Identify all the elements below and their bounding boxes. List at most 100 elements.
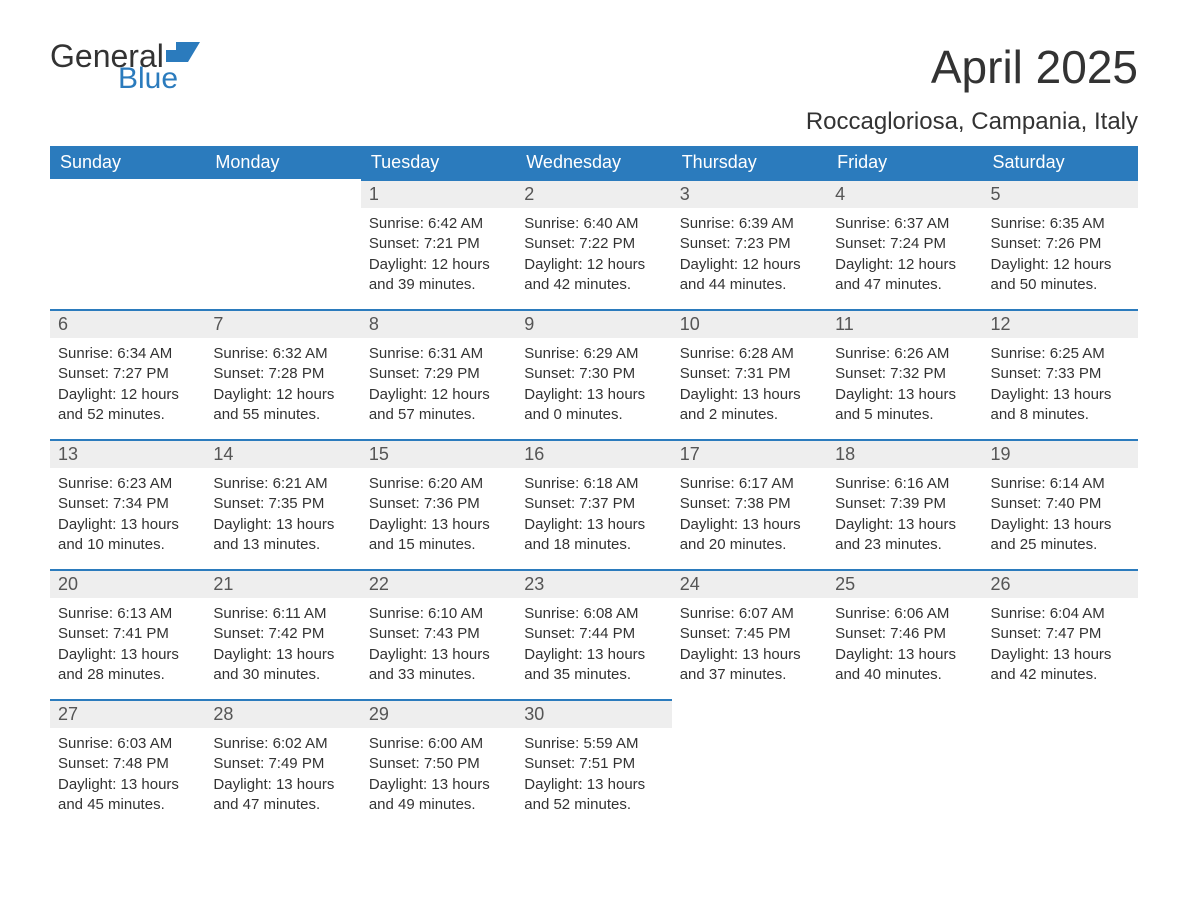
sunrise-text: Sunrise: 6:31 AM	[369, 344, 508, 364]
day-number: 12	[983, 311, 1138, 338]
daylight-text: Daylight: 13 hours and 30 minutes.	[213, 645, 352, 686]
day-number: 17	[672, 441, 827, 468]
day-cell: 17 Sunrise: 6:17 AMSunset: 7:38 PMDayligh…	[672, 439, 827, 569]
day-cell: 14Sunrise: 6:21 AMSunset: 7:35 PMDayligh…	[205, 439, 360, 569]
sunset-text: Sunset: 7:30 PM	[524, 364, 663, 384]
sunrise-text: Sunrise: 6:37 AM	[835, 214, 974, 234]
day-body: Sunrise: 6:08 AMSunset: 7:44 PMDaylight:…	[516, 598, 671, 685]
daylight-text: Daylight: 13 hours and 35 minutes.	[524, 645, 663, 686]
day-cell: 24Sunrise: 6:07 AMSunset: 7:45 PMDayligh…	[672, 569, 827, 699]
sunrise-text: Sunrise: 6:20 AM	[369, 474, 508, 494]
sunset-text: Sunset: 7:33 PM	[991, 364, 1130, 384]
day-number: 2	[516, 181, 671, 208]
day-body: Sunrise: 6:37 AMSunset: 7:24 PMDaylight:…	[827, 208, 982, 295]
day-cell: 22Sunrise: 6:10 AMSunset: 7:43 PMDayligh…	[361, 569, 516, 699]
daylight-text: Daylight: 13 hours and 47 minutes.	[213, 775, 352, 816]
daylight-text: Daylight: 13 hours and 18 minutes.	[524, 515, 663, 556]
day-body: Sunrise: 6:10 AMSunset: 7:43 PMDaylight:…	[361, 598, 516, 685]
sunset-text: Sunset: 7:42 PM	[213, 624, 352, 644]
sunrise-text: Sunrise: 6:34 AM	[58, 344, 197, 364]
sunset-text: Sunset: 7:31 PM	[680, 364, 819, 384]
day-cell: 5Sunrise: 6:35 AMSunset: 7:26 PMDaylight…	[983, 179, 1138, 309]
day-number: 25	[827, 571, 982, 598]
day-body: Sunrise: 6:40 AMSunset: 7:22 PMDaylight:…	[516, 208, 671, 295]
day-body: Sunrise: 6:42 AMSunset: 7:21 PMDaylight:…	[361, 208, 516, 295]
sunset-text: Sunset: 7:51 PM	[524, 754, 663, 774]
daylight-text: Daylight: 13 hours and 20 minutes.	[680, 515, 819, 556]
month-title: April 2025	[806, 40, 1138, 94]
sunset-text: Sunset: 7:49 PM	[213, 754, 352, 774]
sunrise-text: Sunrise: 6:17 AM	[680, 474, 819, 494]
day-cell	[50, 179, 205, 309]
header: General Blue April 2025 Roccagloriosa, C…	[50, 40, 1138, 136]
day-cell: 16Sunrise: 6:18 AMSunset: 7:37 PMDayligh…	[516, 439, 671, 569]
day-number: 9	[516, 311, 671, 338]
day-body: Sunrise: 6:18 AMSunset: 7:37 PMDaylight:…	[516, 468, 671, 555]
daylight-text: Daylight: 13 hours and 5 minutes.	[835, 385, 974, 426]
day-number: 3	[672, 181, 827, 208]
sunset-text: Sunset: 7:41 PM	[58, 624, 197, 644]
day-cell: 21Sunrise: 6:11 AMSunset: 7:42 PMDayligh…	[205, 569, 360, 699]
sunset-text: Sunset: 7:34 PM	[58, 494, 197, 514]
day-number: 24	[672, 571, 827, 598]
daylight-text: Daylight: 12 hours and 39 minutes.	[369, 255, 508, 296]
day-body: Sunrise: 6:00 AMSunset: 7:50 PMDaylight:…	[361, 728, 516, 815]
day-body: Sunrise: 6:11 AMSunset: 7:42 PMDaylight:…	[205, 598, 360, 685]
daylight-text: Daylight: 13 hours and 40 minutes.	[835, 645, 974, 686]
daylight-text: Daylight: 13 hours and 8 minutes.	[991, 385, 1130, 426]
day-body: Sunrise: 6:35 AMSunset: 7:26 PMDaylight:…	[983, 208, 1138, 295]
calendar: SundayMondayTuesdayWednesdayThursdayFrid…	[50, 146, 1138, 829]
day-cell	[983, 699, 1138, 829]
sunrise-text: Sunrise: 6:03 AM	[58, 734, 197, 754]
day-cell: 2Sunrise: 6:40 AMSunset: 7:22 PMDaylight…	[516, 179, 671, 309]
day-number: 1	[361, 181, 516, 208]
sunrise-text: Sunrise: 6:18 AM	[524, 474, 663, 494]
day-number: 20	[50, 571, 205, 598]
day-number: 5	[983, 181, 1138, 208]
sunrise-text: Sunrise: 6:25 AM	[991, 344, 1130, 364]
daylight-text: Daylight: 12 hours and 52 minutes.	[58, 385, 197, 426]
week-row: 1Sunrise: 6:42 AMSunset: 7:21 PMDaylight…	[50, 179, 1138, 309]
day-cell: 29Sunrise: 6:00 AMSunset: 7:50 PMDayligh…	[361, 699, 516, 829]
day-cell: 25Sunrise: 6:06 AMSunset: 7:46 PMDayligh…	[827, 569, 982, 699]
sunset-text: Sunset: 7:45 PM	[680, 624, 819, 644]
sunset-text: Sunset: 7:38 PM	[680, 494, 819, 514]
sunset-text: Sunset: 7:29 PM	[369, 364, 508, 384]
daylight-text: Daylight: 12 hours and 47 minutes.	[835, 255, 974, 296]
daylight-text: Daylight: 13 hours and 2 minutes.	[680, 385, 819, 426]
sunrise-text: Sunrise: 5:59 AM	[524, 734, 663, 754]
weekday-header: Tuesday	[361, 146, 516, 179]
sunset-text: Sunset: 7:36 PM	[369, 494, 508, 514]
day-body: Sunrise: 6:21 AMSunset: 7:35 PMDaylight:…	[205, 468, 360, 555]
daylight-text: Daylight: 13 hours and 25 minutes.	[991, 515, 1130, 556]
weekday-header: Saturday	[983, 146, 1138, 179]
day-cell: 8Sunrise: 6:31 AMSunset: 7:29 PMDaylight…	[361, 309, 516, 439]
day-cell: 28Sunrise: 6:02 AMSunset: 7:49 PMDayligh…	[205, 699, 360, 829]
location: Roccagloriosa, Campania, Italy	[806, 108, 1138, 136]
day-number: 26	[983, 571, 1138, 598]
daylight-text: Daylight: 12 hours and 50 minutes.	[991, 255, 1130, 296]
day-number: 22	[361, 571, 516, 598]
day-body: Sunrise: 5:59 AMSunset: 7:51 PMDaylight:…	[516, 728, 671, 815]
day-body: Sunrise: 6:31 AMSunset: 7:29 PMDaylight:…	[361, 338, 516, 425]
sunset-text: Sunset: 7:50 PM	[369, 754, 508, 774]
sunrise-text: Sunrise: 6:32 AM	[213, 344, 352, 364]
sunset-text: Sunset: 7:43 PM	[369, 624, 508, 644]
daylight-text: Daylight: 13 hours and 0 minutes.	[524, 385, 663, 426]
daylight-text: Daylight: 13 hours and 15 minutes.	[369, 515, 508, 556]
sunrise-text: Sunrise: 6:23 AM	[58, 474, 197, 494]
day-number: 28	[205, 701, 360, 728]
day-cell: 15 Sunrise: 6:20 AMSunset: 7:36 PMDayligh…	[361, 439, 516, 569]
day-body: Sunrise: 6:04 AMSunset: 7:47 PMDaylight:…	[983, 598, 1138, 685]
day-cell: 19Sunrise: 6:14 AMSunset: 7:40 PMDayligh…	[983, 439, 1138, 569]
sunset-text: Sunset: 7:46 PM	[835, 624, 974, 644]
day-body: Sunrise: 6:25 AMSunset: 7:33 PMDaylight:…	[983, 338, 1138, 425]
day-number: 10	[672, 311, 827, 338]
daylight-text: Daylight: 13 hours and 28 minutes.	[58, 645, 197, 686]
weekday-header: Friday	[827, 146, 982, 179]
daylight-text: Daylight: 13 hours and 42 minutes.	[991, 645, 1130, 686]
day-cell	[827, 699, 982, 829]
day-number: 29	[361, 701, 516, 728]
day-number: 15	[361, 441, 516, 468]
sunrise-text: Sunrise: 6:28 AM	[680, 344, 819, 364]
